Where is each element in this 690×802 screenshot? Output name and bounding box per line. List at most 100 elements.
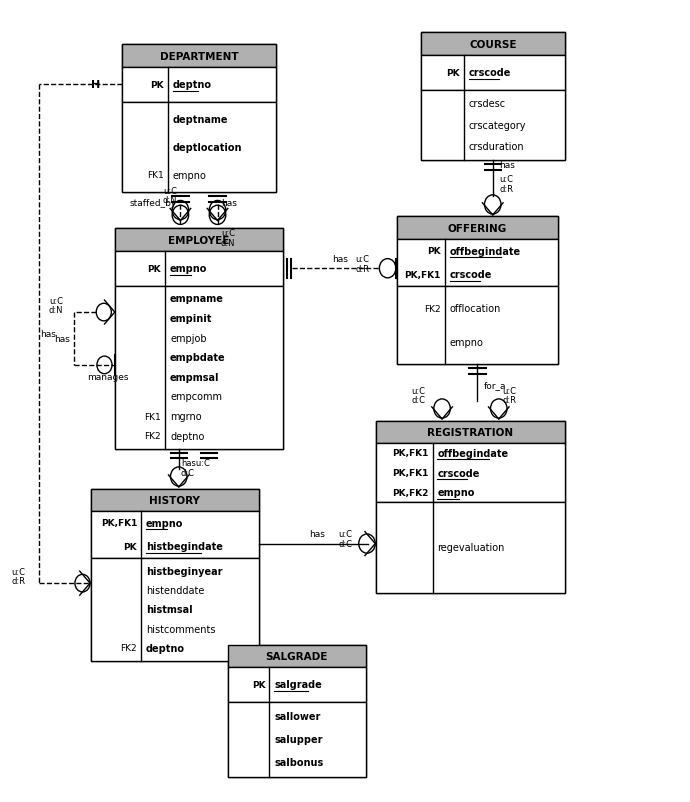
Bar — [397, 217, 558, 240]
Bar — [228, 702, 366, 776]
Text: crscode: crscode — [469, 68, 511, 78]
Bar — [376, 421, 565, 593]
Text: has: has — [41, 330, 57, 338]
Text: has: has — [332, 255, 348, 264]
Text: manages: manages — [88, 373, 129, 382]
Bar — [121, 46, 276, 67]
Text: FK1: FK1 — [144, 412, 161, 421]
Text: regevaluation: regevaluation — [437, 543, 505, 553]
Text: salupper: salupper — [274, 735, 323, 744]
Text: d:C: d:C — [181, 468, 195, 477]
Text: has: has — [310, 530, 326, 539]
Bar — [90, 489, 259, 512]
Text: u:C: u:C — [411, 386, 425, 395]
Text: sallower: sallower — [274, 711, 321, 722]
Bar — [121, 67, 276, 103]
Text: u:C: u:C — [221, 229, 235, 237]
Text: u:C: u:C — [49, 296, 63, 306]
Text: PK,FK1: PK,FK1 — [404, 270, 441, 279]
Bar — [228, 645, 366, 776]
Text: for_a: for_a — [484, 380, 506, 390]
Text: PK,FK2: PK,FK2 — [392, 488, 428, 497]
Text: d:N: d:N — [49, 306, 63, 314]
Text: histcomments: histcomments — [146, 624, 215, 634]
Text: hasu:C: hasu:C — [181, 459, 210, 468]
Bar — [228, 645, 366, 667]
Text: staffed_by: staffed_by — [130, 199, 177, 208]
Text: d:R: d:R — [500, 184, 513, 194]
Bar — [90, 489, 259, 661]
Text: u:C: u:C — [355, 255, 369, 264]
Text: offlocation: offlocation — [450, 304, 501, 314]
Text: SALGRADE: SALGRADE — [266, 651, 328, 661]
Text: PK,FK1: PK,FK1 — [101, 519, 137, 528]
Text: offbegindate: offbegindate — [437, 448, 509, 458]
Text: d:R: d:R — [12, 577, 26, 585]
Bar — [397, 286, 558, 365]
Text: offbegindate: offbegindate — [450, 246, 521, 257]
Bar — [228, 667, 366, 702]
Text: crscategory: crscategory — [469, 121, 526, 131]
Text: deptno: deptno — [170, 431, 204, 441]
Text: mgrno: mgrno — [170, 411, 201, 422]
Text: salgrade: salgrade — [274, 679, 322, 690]
Bar — [376, 503, 565, 593]
Text: deptno: deptno — [173, 80, 212, 90]
Text: d:N: d:N — [221, 239, 235, 248]
Text: u:C: u:C — [502, 386, 516, 395]
Bar — [397, 217, 558, 365]
Text: REGISTRATION: REGISTRATION — [427, 427, 513, 437]
Text: d:C: d:C — [338, 540, 352, 549]
Text: empcomm: empcomm — [170, 392, 222, 402]
Text: deptname: deptname — [173, 115, 228, 125]
Bar — [115, 252, 283, 286]
Text: u:C: u:C — [338, 530, 352, 539]
Bar — [421, 34, 565, 55]
Text: has: has — [500, 160, 515, 170]
Text: PK: PK — [148, 265, 161, 273]
Text: has: has — [221, 199, 237, 208]
Text: HISTORY: HISTORY — [150, 495, 200, 505]
Text: d:R: d:R — [355, 265, 369, 273]
Text: FK1: FK1 — [147, 171, 164, 180]
Text: crscode: crscode — [437, 468, 480, 478]
Text: COURSE: COURSE — [469, 39, 517, 50]
Bar — [421, 91, 565, 161]
Text: FK2: FK2 — [144, 431, 161, 441]
Text: histbegindate: histbegindate — [146, 541, 223, 552]
Text: PK,FK1: PK,FK1 — [392, 468, 428, 477]
Bar — [90, 512, 259, 558]
Text: OFFERING: OFFERING — [448, 224, 507, 233]
Text: d:R: d:R — [502, 395, 516, 405]
Text: empname: empname — [170, 294, 224, 304]
Text: H: H — [90, 80, 100, 90]
Text: empno: empno — [170, 264, 208, 273]
Bar — [115, 229, 283, 252]
Text: PK,FK1: PK,FK1 — [392, 449, 428, 458]
Text: crscode: crscode — [450, 269, 492, 280]
Text: salbonus: salbonus — [274, 757, 324, 767]
Text: histmsal: histmsal — [146, 605, 193, 614]
Text: PK: PK — [427, 247, 441, 256]
Text: FK2: FK2 — [424, 304, 441, 314]
Text: DEPARTMENT: DEPARTMENT — [159, 51, 238, 62]
Text: histbeginyear: histbeginyear — [146, 566, 223, 576]
Bar — [115, 229, 283, 449]
Text: empinit: empinit — [170, 314, 213, 323]
Text: deptlocation: deptlocation — [173, 143, 242, 153]
Text: crsdesc: crsdesc — [469, 99, 506, 109]
Text: histenddate: histenddate — [146, 585, 204, 595]
Text: u:C: u:C — [12, 567, 26, 576]
Text: empjob: empjob — [170, 333, 207, 343]
Text: empmsal: empmsal — [170, 372, 219, 383]
Bar — [421, 34, 565, 161]
Text: empno: empno — [173, 170, 207, 180]
Text: FK2: FK2 — [121, 644, 137, 653]
Text: empno: empno — [437, 488, 475, 498]
Bar — [421, 55, 565, 91]
Text: EMPLOYEE: EMPLOYEE — [168, 235, 230, 245]
Bar — [121, 103, 276, 193]
Bar — [376, 421, 565, 444]
Text: PK: PK — [124, 542, 137, 551]
Text: deptno: deptno — [146, 643, 185, 653]
